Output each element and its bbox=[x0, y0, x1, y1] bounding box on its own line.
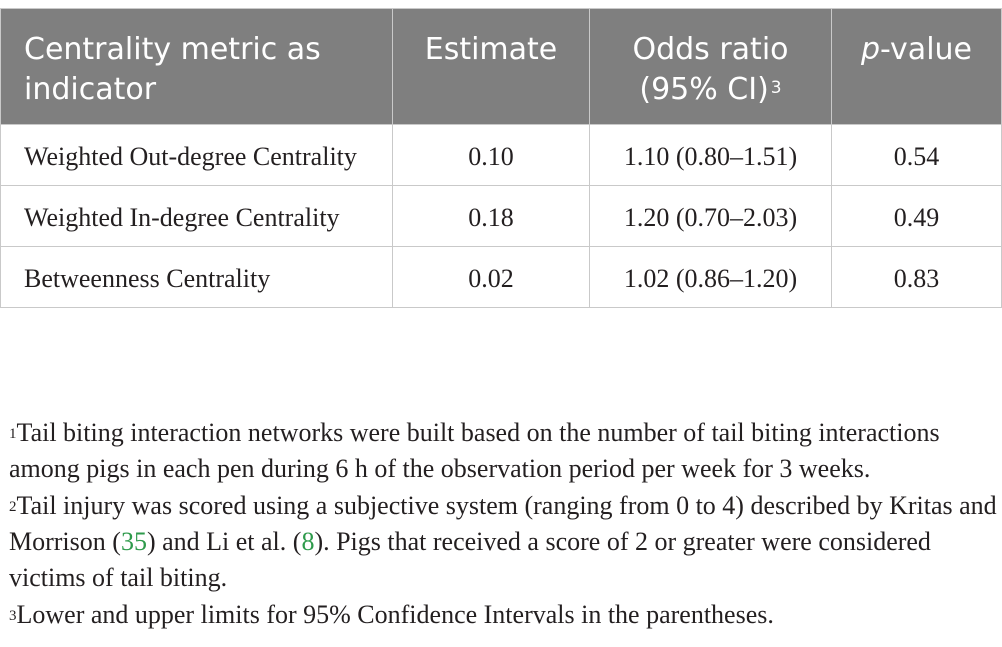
reference-link-8[interactable]: 8 bbox=[301, 527, 315, 556]
footnote-text: ). Pigs that received a score of 2 or gr… bbox=[9, 527, 931, 592]
cell-odds-ratio: 1.02 (0.86–1.20) bbox=[589, 246, 832, 308]
table-row: Betweenness Centrality 0.02 1.02 (0.86–1… bbox=[0, 246, 1002, 308]
footnote-mark: 1 bbox=[9, 426, 17, 442]
cell-estimate: 0.02 bbox=[392, 246, 590, 308]
cell-metric: Weighted In-degree Centrality bbox=[0, 185, 393, 247]
cell-p-value: 0.54 bbox=[831, 124, 1002, 186]
cell-p-value: 0.83 bbox=[831, 246, 1002, 308]
odds-ratio-superscript: 3 bbox=[770, 78, 782, 98]
footnote-text: ) and Li et al. ( bbox=[146, 527, 302, 556]
header-centrality-metric: Centrality metric as indicator bbox=[0, 8, 393, 125]
footnote-1: 1Tail biting interaction networks were b… bbox=[9, 415, 999, 487]
cell-odds-ratio: 1.20 (0.70–2.03) bbox=[589, 185, 832, 247]
cell-estimate: 0.10 bbox=[392, 124, 590, 186]
header-estimate: Estimate bbox=[392, 8, 590, 125]
table-row: Weighted Out-degree Centrality 0.10 1.10… bbox=[0, 124, 1002, 186]
footnote-mark: 2 bbox=[9, 499, 17, 515]
header-odds-ratio: Odds ratio (95% CI) 3 bbox=[589, 8, 832, 125]
cell-metric: Weighted Out-degree Centrality bbox=[0, 124, 393, 186]
cell-metric: Betweenness Centrality bbox=[0, 246, 393, 308]
table-footnotes: 1Tail biting interaction networks were b… bbox=[9, 415, 999, 633]
header-p-value: p-value bbox=[831, 8, 1002, 125]
results-table-container: Centrality metric as indicator Estimate … bbox=[0, 8, 1002, 308]
footnote-2: 2Tail injury was scored using a subjecti… bbox=[9, 488, 999, 596]
cell-odds-ratio: 1.10 (0.80–1.51) bbox=[589, 124, 832, 186]
cell-estimate: 0.18 bbox=[392, 185, 590, 247]
reference-link-35[interactable]: 35 bbox=[120, 527, 147, 556]
cell-p-value: 0.49 bbox=[831, 185, 1002, 247]
footnote-3: 3Lower and upper limits for 95% Confiden… bbox=[9, 597, 999, 633]
footnote-text: Tail injury was scored using a subjectiv… bbox=[9, 491, 997, 556]
footnote-text: Tail biting interaction networks were bu… bbox=[9, 418, 940, 483]
footnote-text: Lower and upper limits for 95% Confidenc… bbox=[16, 600, 774, 629]
results-table: Centrality metric as indicator Estimate … bbox=[0, 8, 1002, 308]
table-header-row: Centrality metric as indicator Estimate … bbox=[0, 8, 1002, 125]
table-row: Weighted In-degree Centrality 0.18 1.20 … bbox=[0, 185, 1002, 247]
footnote-mark: 3 bbox=[9, 608, 17, 624]
